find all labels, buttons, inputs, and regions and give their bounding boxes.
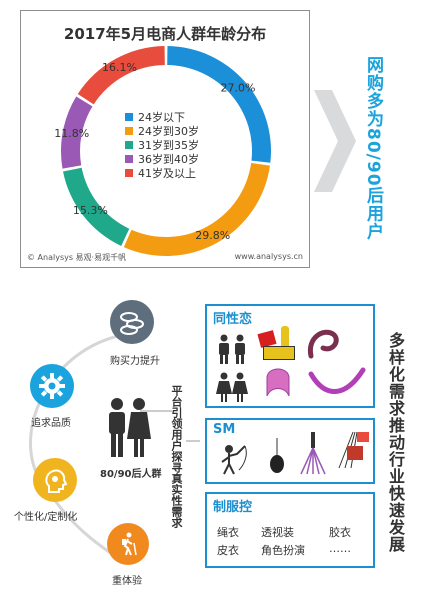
donut-slice xyxy=(77,46,165,105)
uniform-item: 皮衣 xyxy=(217,544,239,557)
chart-footer: © Analysys 易观·易观千帆 www.analysys.cn xyxy=(27,252,303,263)
product-image xyxy=(307,329,339,359)
slice-label: 29.8% xyxy=(195,229,230,242)
tagline: 多样化需求推动行业快速发展 xyxy=(386,332,405,553)
category-box-sm: SM xyxy=(205,418,375,484)
category-title-sm: SM xyxy=(213,422,236,437)
male-couple-icon xyxy=(219,334,245,364)
legend-label: 24岁到30岁 xyxy=(138,124,199,138)
female-couple-icon xyxy=(216,372,248,402)
donut-slice xyxy=(63,167,130,246)
legend-label: 24岁以下 xyxy=(138,110,185,124)
whip-figure-icon xyxy=(221,445,247,475)
legend-swatch xyxy=(125,113,133,121)
legend-swatch xyxy=(125,169,133,177)
couple-icon xyxy=(109,398,151,457)
hiker-icon xyxy=(122,532,137,556)
uniform-item: 透视装 xyxy=(261,526,294,539)
product-image xyxy=(266,368,290,397)
node-label-quality: 追求品质 xyxy=(31,418,71,429)
slice-label: 16.1% xyxy=(102,61,137,74)
product-image xyxy=(281,326,289,352)
node-quality xyxy=(30,364,74,408)
node-label-experience: 重体验 xyxy=(112,576,142,587)
donut-chart: 27.0% 29.8% 15.3% 11.8% 16.1% 24岁以下24岁到30岁31岁… xyxy=(54,46,271,256)
chart-title: 2017年5月电商人群年龄分布 xyxy=(63,25,267,43)
footer-website: www.analysys.cn xyxy=(234,252,303,261)
legend-swatch xyxy=(125,141,133,149)
slice-label: 27.0% xyxy=(221,82,256,95)
uniform-item: 绳衣 xyxy=(217,526,239,539)
product-image xyxy=(263,346,295,360)
legend-swatch xyxy=(125,155,133,163)
uniform-item: 胶衣 xyxy=(329,526,351,539)
center-label: 80/90后人群 xyxy=(100,469,162,480)
node-purchasing-power xyxy=(110,300,154,344)
donut-slice xyxy=(167,46,271,163)
category-box-gay: 同性恋 xyxy=(205,304,375,408)
category-title-uniform: 制服控 xyxy=(213,500,253,515)
donut-slice xyxy=(60,96,93,169)
node-label-purchasing-power: 购买力提升 xyxy=(110,356,160,367)
category-box-uniform: 制服控 绳衣 透视装 胶衣 皮衣 角色扮演 …… xyxy=(205,492,375,568)
chevron-right-icon xyxy=(314,90,356,192)
donut-slice xyxy=(123,162,270,256)
node-experience xyxy=(107,523,149,565)
head-lightbulb-icon xyxy=(45,469,68,493)
footer-copyright: © Analysys 易观·易观千帆 xyxy=(27,253,127,262)
node-personalization xyxy=(33,458,77,502)
product-image xyxy=(308,367,366,394)
coins-icon xyxy=(120,312,144,335)
node-label-personalization: 个性化/定制化 xyxy=(14,512,78,523)
legend-label: 36岁到40岁 xyxy=(138,152,199,166)
legend-label: 31岁到35岁 xyxy=(138,138,199,152)
headline: 网购多为80/90后用户 xyxy=(363,56,383,241)
category-title-gay: 同性恋 xyxy=(213,312,253,327)
product-image xyxy=(270,438,284,473)
slice-label: 15.3% xyxy=(73,204,108,217)
uniform-item: 角色扮演 xyxy=(261,544,305,557)
gear-icon xyxy=(39,373,65,399)
slice-label: 11.8% xyxy=(54,127,89,140)
bridge-text: 平台引领用户探寻真实性需求 xyxy=(170,385,183,528)
uniform-item: …… xyxy=(329,542,351,555)
product-image xyxy=(300,432,326,475)
product-image xyxy=(338,431,369,469)
legend-swatch xyxy=(125,127,133,135)
legend-label: 41岁及以上 xyxy=(138,166,196,180)
chart-panel: 2017年5月电商人群年龄分布 27.0% 29.8% 15.3% 11.8% 16.1… xyxy=(20,10,310,268)
